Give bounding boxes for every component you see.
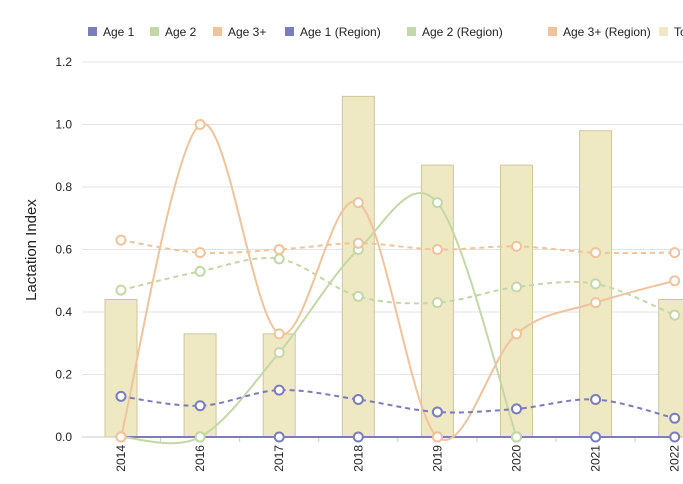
bar [658, 299, 683, 438]
bar [183, 333, 217, 438]
x-tick-label: 2021 [589, 445, 603, 472]
point [115, 431, 127, 443]
legend-item: Age 1 [88, 25, 135, 39]
legend-item: Age 1 (Region) [285, 25, 381, 39]
x-tick-label: 2022 [668, 445, 682, 472]
legend-label: Age 2 [165, 25, 197, 39]
point [669, 431, 681, 443]
legend-swatch [548, 27, 557, 36]
bar [104, 299, 138, 438]
point [352, 394, 364, 405]
x-tick-label: 2017 [272, 445, 286, 472]
point [511, 431, 522, 443]
point [115, 234, 127, 246]
point [273, 244, 285, 255]
point [352, 290, 364, 302]
point [590, 431, 602, 443]
legend-item: Age 2 [150, 25, 197, 39]
point [511, 328, 522, 340]
bar [341, 95, 375, 438]
point [511, 240, 522, 252]
legend-swatch [659, 27, 668, 36]
legend-item: Age 2 (Region) [407, 25, 503, 39]
x-tick-label: 2018 [351, 445, 365, 472]
y-tick-label: 1.2 [55, 55, 72, 69]
point [194, 119, 206, 130]
point [431, 197, 443, 209]
point [431, 297, 443, 309]
legend-label: Age 3+ (Region) [563, 25, 651, 39]
point [273, 253, 285, 265]
y-tick-label: 0.8 [55, 180, 72, 194]
point [194, 247, 206, 259]
point [431, 431, 443, 443]
point [352, 237, 364, 249]
x-tick-label: 2016 [193, 445, 207, 472]
x-tick-label: 2014 [114, 445, 128, 472]
point [511, 281, 522, 293]
point [352, 197, 364, 209]
y-tick-label: 0.2 [55, 368, 72, 382]
legend-swatch [88, 27, 97, 36]
point [194, 431, 206, 443]
legend-label: Age 2 (Region) [422, 25, 503, 39]
legend-item: Age 3+ (Region) [548, 25, 651, 39]
point [273, 328, 285, 340]
point [590, 278, 602, 290]
legend-swatch [150, 27, 159, 36]
point [273, 384, 285, 396]
legend-item: Age 3+ [213, 25, 266, 39]
x-tick-label: 2019 [430, 445, 444, 472]
legend-swatch [407, 27, 416, 36]
legend-label: Total Do [674, 25, 683, 39]
legend-swatch [285, 27, 294, 36]
point [273, 347, 285, 359]
legend-label: Age 3+ [228, 25, 266, 39]
point [511, 403, 522, 415]
point [194, 400, 206, 412]
y-tick-label: 0.6 [55, 243, 72, 257]
point [669, 275, 681, 287]
line [120, 239, 675, 255]
y-tick-label: 1.0 [55, 118, 72, 132]
point [115, 284, 127, 296]
legend-swatch [213, 27, 222, 36]
point [669, 309, 681, 321]
point [669, 412, 681, 424]
y-tick-label: 0.4 [55, 305, 72, 319]
point [590, 297, 602, 309]
point [590, 247, 602, 259]
point [352, 431, 364, 443]
point [669, 247, 681, 259]
point [431, 244, 443, 255]
y-tick-label: 0.0 [55, 430, 72, 444]
point [194, 265, 206, 277]
x-tick-label: 2020 [510, 445, 524, 472]
y-axis-title: Lactation Index [23, 199, 40, 301]
point [431, 406, 443, 418]
point [590, 394, 602, 405]
legend-item: Total Do [659, 25, 683, 39]
legend-label: Age 1 [103, 25, 135, 39]
legend-label: Age 1 (Region) [300, 25, 381, 39]
point [273, 431, 285, 443]
bar [500, 164, 533, 438]
line [120, 192, 518, 445]
point [115, 390, 127, 402]
